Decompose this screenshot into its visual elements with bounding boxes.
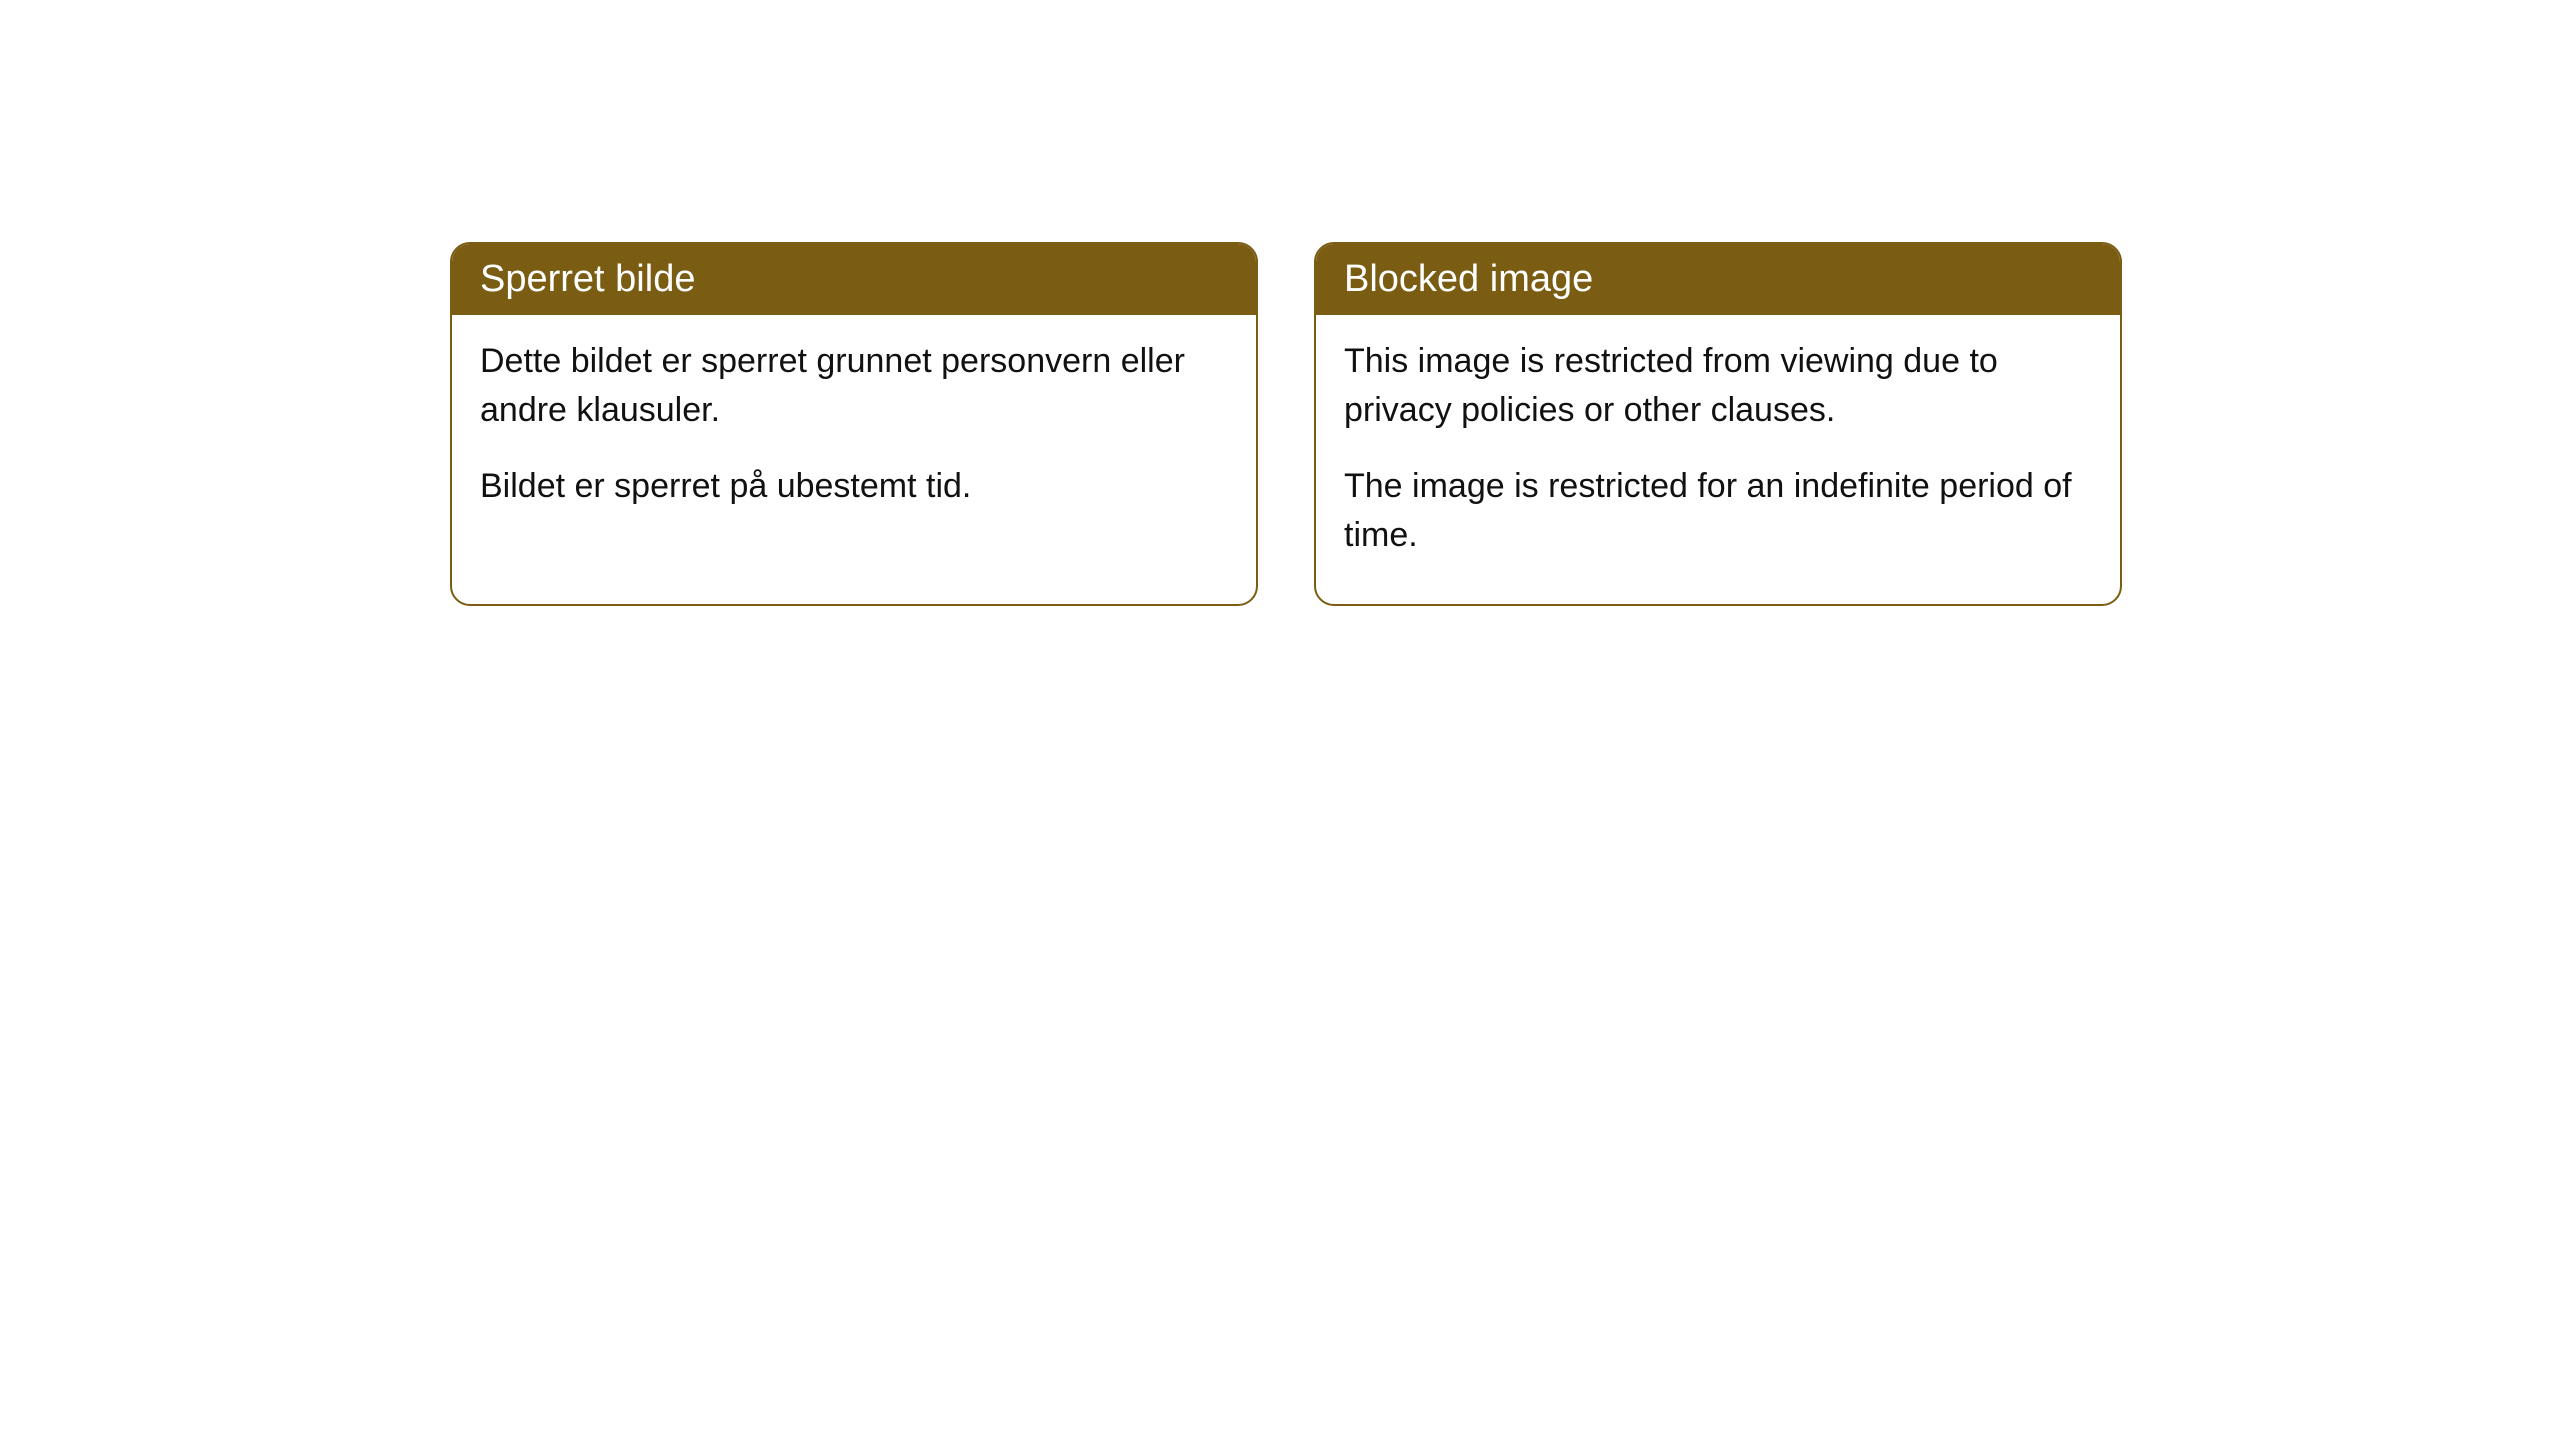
blocked-image-card-en: Blocked image This image is restricted f… bbox=[1314, 242, 2122, 606]
card-paragraph: The image is restricted for an indefinit… bbox=[1344, 462, 2092, 561]
blocked-image-card-no: Sperret bilde Dette bildet er sperret gr… bbox=[450, 242, 1258, 606]
card-header-no: Sperret bilde bbox=[452, 244, 1256, 315]
card-paragraph: Bildet er sperret på ubestemt tid. bbox=[480, 462, 1228, 511]
card-header-en: Blocked image bbox=[1316, 244, 2120, 315]
card-body-en: This image is restricted from viewing du… bbox=[1316, 315, 2120, 604]
notice-cards-container: Sperret bilde Dette bildet er sperret gr… bbox=[450, 242, 2122, 606]
card-paragraph: This image is restricted from viewing du… bbox=[1344, 337, 2092, 436]
card-body-no: Dette bildet er sperret grunnet personve… bbox=[452, 315, 1256, 555]
card-paragraph: Dette bildet er sperret grunnet personve… bbox=[480, 337, 1228, 436]
